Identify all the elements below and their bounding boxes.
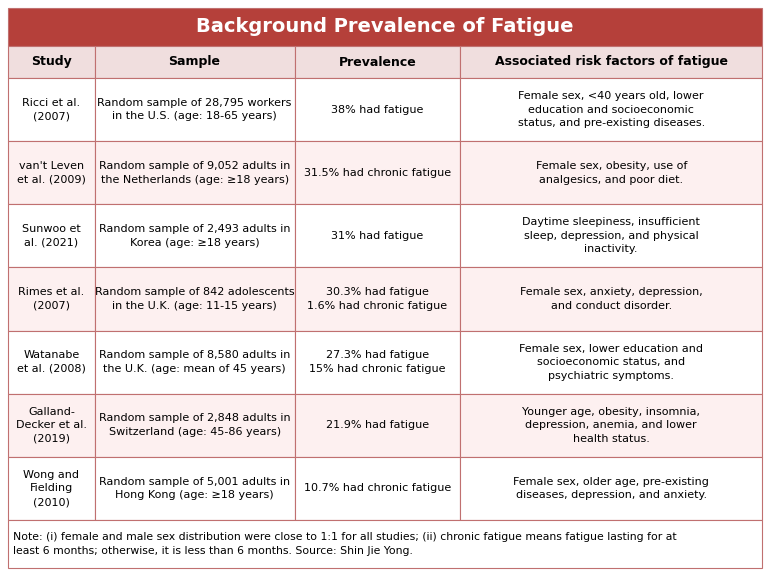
Bar: [8, 331, 95, 394]
Text: Female sex, obesity, use of
analgesics, and poor diet.: Female sex, obesity, use of analgesics, …: [535, 161, 687, 185]
Text: Random sample of 9,052 adults in
the Netherlands (age: ≥18 years): Random sample of 9,052 adults in the Net…: [99, 161, 290, 185]
Text: Study: Study: [31, 56, 72, 69]
Bar: [8, 268, 95, 331]
Text: Random sample of 28,795 workers
in the U.S. (age: 18-65 years): Random sample of 28,795 workers in the U…: [98, 98, 292, 121]
Text: Note: (i) female and male sex distribution were close to 1:1 for all studies; (i: Note: (i) female and male sex distributi…: [13, 532, 677, 556]
Bar: [460, 46, 762, 78]
Text: Random sample of 5,001 adults in
Hong Kong (age: ≥18 years): Random sample of 5,001 adults in Hong Ko…: [99, 477, 290, 500]
Bar: [460, 205, 762, 268]
Bar: [95, 46, 294, 78]
Bar: [8, 205, 95, 268]
Bar: [460, 331, 762, 394]
Text: Female sex, anxiety, depression,
and conduct disorder.: Female sex, anxiety, depression, and con…: [520, 287, 702, 311]
Text: Watanabe
et al. (2008): Watanabe et al. (2008): [17, 350, 85, 374]
Bar: [8, 394, 95, 457]
Text: 31.5% had chronic fatigue: 31.5% had chronic fatigue: [304, 168, 451, 178]
Bar: [460, 457, 762, 520]
Bar: [95, 141, 294, 205]
Bar: [294, 394, 460, 457]
Bar: [294, 268, 460, 331]
Bar: [294, 141, 460, 205]
Bar: [95, 457, 294, 520]
Bar: [95, 205, 294, 268]
Text: 27.3% had fatigue
15% had chronic fatigue: 27.3% had fatigue 15% had chronic fatigu…: [310, 350, 446, 374]
Bar: [95, 78, 294, 141]
Text: van't Leven
et al. (2009): van't Leven et al. (2009): [17, 161, 85, 185]
Text: Sample: Sample: [169, 56, 221, 69]
Bar: [460, 78, 762, 141]
Bar: [460, 394, 762, 457]
Text: Random sample of 842 adolescents
in the U.K. (age: 11-15 years): Random sample of 842 adolescents in the …: [95, 287, 294, 311]
Bar: [294, 205, 460, 268]
Text: 30.3% had fatigue
1.6% had chronic fatigue: 30.3% had fatigue 1.6% had chronic fatig…: [307, 287, 447, 311]
Bar: [8, 457, 95, 520]
Bar: [8, 8, 762, 46]
Text: Random sample of 2,848 adults in
Switzerland (age: 45-86 years): Random sample of 2,848 adults in Switzer…: [99, 414, 290, 437]
Bar: [294, 457, 460, 520]
Bar: [460, 268, 762, 331]
Text: 21.9% had fatigue: 21.9% had fatigue: [326, 420, 429, 430]
Text: Sunwoo et
al. (2021): Sunwoo et al. (2021): [22, 224, 81, 248]
Bar: [8, 520, 762, 568]
Text: Ricci et al.
(2007): Ricci et al. (2007): [22, 98, 80, 121]
Text: 38% had fatigue: 38% had fatigue: [331, 104, 424, 115]
Bar: [294, 46, 460, 78]
Text: Female sex, <40 years old, lower
education and socioeconomic
status, and pre-exi: Female sex, <40 years old, lower educati…: [517, 91, 705, 128]
Bar: [8, 46, 95, 78]
Bar: [460, 141, 762, 205]
Text: Associated risk factors of fatigue: Associated risk factors of fatigue: [494, 56, 728, 69]
Text: Female sex, older age, pre-existing
diseases, depression, and anxiety.: Female sex, older age, pre-existing dise…: [514, 477, 709, 500]
Text: Random sample of 2,493 adults in
Korea (age: ≥18 years): Random sample of 2,493 adults in Korea (…: [99, 224, 290, 248]
Text: 31% had fatigue: 31% had fatigue: [331, 231, 424, 241]
Bar: [95, 394, 294, 457]
Text: 10.7% had chronic fatigue: 10.7% had chronic fatigue: [304, 484, 451, 493]
Bar: [8, 78, 95, 141]
Text: Random sample of 8,580 adults in
the U.K. (age: mean of 45 years): Random sample of 8,580 adults in the U.K…: [99, 350, 290, 374]
Text: Female sex, lower education and
socioeconomic status, and
psychiatric symptoms.: Female sex, lower education and socioeco…: [519, 344, 703, 380]
Bar: [95, 331, 294, 394]
Text: Wong and
Fielding
(2010): Wong and Fielding (2010): [23, 470, 79, 507]
Text: Background Prevalence of Fatigue: Background Prevalence of Fatigue: [196, 18, 574, 37]
Text: Younger age, obesity, insomnia,
depression, anemia, and lower
health status.: Younger age, obesity, insomnia, depressi…: [522, 407, 700, 444]
Text: Rimes et al.
(2007): Rimes et al. (2007): [18, 287, 85, 311]
Bar: [8, 141, 95, 205]
Text: Prevalence: Prevalence: [339, 56, 417, 69]
Text: Galland-
Decker et al.
(2019): Galland- Decker et al. (2019): [16, 407, 87, 444]
Text: Daytime sleepiness, insufficient
sleep, depression, and physical
inactivity.: Daytime sleepiness, insufficient sleep, …: [522, 217, 700, 254]
Bar: [294, 78, 460, 141]
Bar: [95, 268, 294, 331]
Bar: [294, 331, 460, 394]
